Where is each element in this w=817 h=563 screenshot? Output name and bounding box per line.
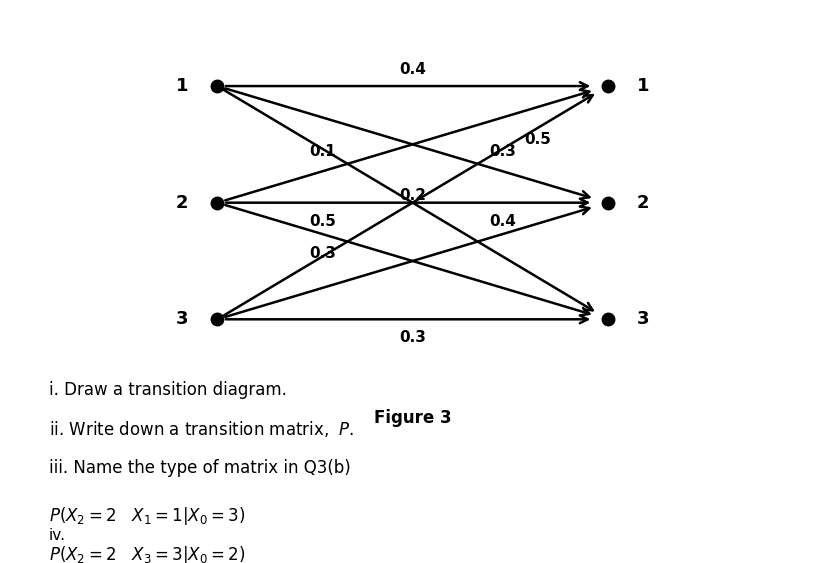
Text: $P(X_2=2 \quad X_3=3|X_0=2)$: $P(X_2=2 \quad X_3=3|X_0=2)$ xyxy=(49,544,245,563)
Text: 0.3: 0.3 xyxy=(400,330,426,346)
Text: 1: 1 xyxy=(636,77,650,95)
Text: 0.4: 0.4 xyxy=(489,214,516,229)
Text: 2: 2 xyxy=(636,194,650,212)
Text: i. Draw a transition diagram.: i. Draw a transition diagram. xyxy=(49,381,287,399)
Text: 0.4: 0.4 xyxy=(400,62,426,77)
Text: iv.: iv. xyxy=(49,528,66,543)
Text: ii. Write down a transition matrix,  $P$.: ii. Write down a transition matrix, $P$. xyxy=(49,419,355,439)
Text: 3: 3 xyxy=(636,310,650,328)
Text: 0.2: 0.2 xyxy=(399,188,426,203)
Text: 0.5: 0.5 xyxy=(524,132,551,147)
Text: 0.1: 0.1 xyxy=(310,144,336,159)
Text: 0.3: 0.3 xyxy=(489,144,516,159)
Text: 0.3: 0.3 xyxy=(310,247,337,261)
Text: $P(X_2=2 \quad X_1=1|X_0=3)$: $P(X_2=2 \quad X_1=1|X_0=3)$ xyxy=(49,504,245,527)
Text: iii. Name the type of matrix in Q3(b): iii. Name the type of matrix in Q3(b) xyxy=(49,459,350,477)
Text: Figure 3: Figure 3 xyxy=(373,409,452,427)
Text: 2: 2 xyxy=(176,194,189,212)
Text: 0.5: 0.5 xyxy=(310,214,337,229)
Text: 3: 3 xyxy=(176,310,189,328)
Text: 1: 1 xyxy=(176,77,189,95)
